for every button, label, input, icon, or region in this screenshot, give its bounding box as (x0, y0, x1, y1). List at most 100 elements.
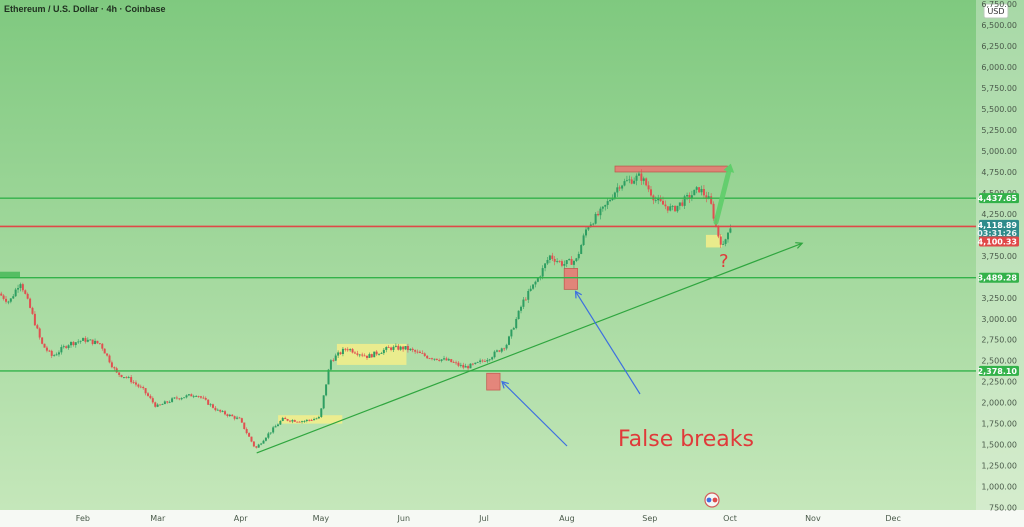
candle-body (269, 432, 272, 434)
candle-body (563, 264, 566, 266)
candle-body (440, 359, 443, 361)
candle-body (120, 374, 123, 378)
candle-body (293, 420, 296, 422)
candle-body (486, 360, 489, 362)
candle-body (435, 358, 438, 360)
candle-body (510, 329, 513, 337)
candle-body (500, 348, 503, 352)
y-tick-label: 2,750.00 (981, 336, 1017, 345)
candle-body (368, 354, 371, 358)
y-tick-label: 4,750.00 (981, 168, 1017, 177)
candle-body (180, 398, 183, 400)
left-level-block (0, 271, 20, 278)
candle-body (77, 341, 80, 343)
candle-body (214, 407, 217, 411)
candle-body (604, 204, 607, 207)
time-axis[interactable]: Feb Mar Apr May Jun Jul Aug Sep Oct Nov Dec (76, 514, 901, 523)
candle-body (224, 411, 227, 415)
tradingview-icon[interactable] (704, 492, 720, 508)
candle-body (495, 350, 498, 352)
candle-body (702, 188, 705, 196)
candle-body (546, 259, 549, 264)
candle-body (274, 426, 277, 428)
candle-body (421, 352, 424, 354)
y-tick-label: 5,500.00 (981, 105, 1017, 114)
candle-body (414, 350, 417, 352)
candle-body (406, 346, 409, 351)
candle-body (479, 360, 482, 362)
candle-body (373, 351, 376, 358)
candle-body (556, 261, 559, 262)
trendline-arrowhead (795, 242, 804, 249)
candle-body (125, 377, 128, 378)
candle-body (245, 429, 248, 434)
candle-body (363, 355, 366, 357)
candle-body (722, 243, 725, 245)
candle-body (204, 398, 207, 400)
candle-body (50, 350, 53, 356)
candle-body (36, 325, 39, 329)
projection-arrowhead (723, 163, 735, 173)
candle-body (705, 195, 708, 199)
candle-body (89, 339, 92, 341)
candle-body (243, 422, 246, 430)
candle-body (498, 350, 501, 352)
candle-body (433, 358, 436, 360)
candle-body (29, 298, 32, 308)
candle-body (623, 181, 626, 186)
candle-body (575, 258, 578, 261)
price-tag (979, 219, 1019, 238)
price-tag-label: 3,489.28 (978, 274, 1018, 283)
candle-body (476, 361, 479, 363)
candle-body (260, 443, 263, 445)
candle-body (9, 298, 12, 302)
candle-body (67, 345, 70, 348)
candle-body (202, 397, 205, 399)
candle-body (625, 180, 628, 182)
projection-arrow (713, 166, 732, 225)
candle-body (621, 185, 624, 189)
candle-body (522, 299, 525, 307)
x-tick-label: Apr (234, 514, 249, 523)
candle-body (710, 196, 713, 204)
candle-body (616, 187, 619, 193)
candle-body (387, 347, 390, 348)
candle-body (505, 344, 508, 349)
candle-body (637, 173, 640, 176)
candle-body (361, 354, 364, 356)
price-tag (979, 272, 1019, 283)
candle-body (582, 235, 585, 246)
candle-body (613, 192, 616, 199)
false-break-zone (486, 372, 501, 391)
candle-body (310, 420, 313, 421)
candle-body (137, 384, 140, 387)
candle-body (257, 444, 260, 448)
y-tick-label: 1,750.00 (981, 420, 1017, 429)
candle-body (74, 342, 77, 346)
candle-body (452, 362, 455, 363)
candle-body (527, 290, 530, 300)
currency-button[interactable]: USD (983, 3, 1009, 19)
candle-body (690, 195, 693, 199)
candle-body (671, 206, 674, 207)
candle-body (402, 346, 405, 350)
candle-body (298, 421, 301, 423)
candle-body (572, 260, 575, 265)
candle-body (43, 343, 46, 348)
candle-body (568, 259, 571, 261)
levels-layer (0, 197, 976, 372)
candle-body (534, 281, 537, 285)
currency-label: USD (987, 7, 1004, 16)
candle-body (353, 352, 356, 354)
candle-body (577, 253, 580, 259)
candle-body (394, 345, 397, 347)
candle-body (19, 284, 22, 289)
candle-body (674, 206, 677, 212)
candle-body (91, 339, 94, 344)
x-tick-label: Dec (885, 514, 900, 523)
candle-body (236, 417, 239, 419)
candle-body (551, 255, 554, 259)
candle-body (207, 399, 210, 405)
candle-body (640, 173, 643, 181)
